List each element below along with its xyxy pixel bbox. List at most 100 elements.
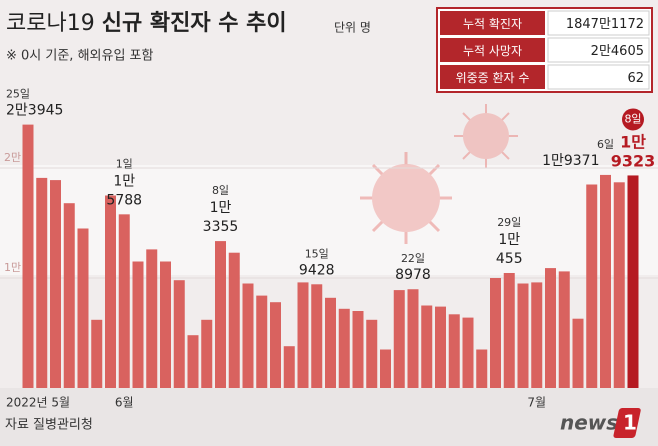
- value-label: 2만3945: [6, 103, 63, 119]
- value-label-line: 1만: [210, 200, 232, 216]
- x-tick-label: 2022년 5월: [6, 396, 70, 410]
- chart-title: 코로나19 신규 확진자 수 추이: [6, 11, 287, 36]
- stats-label-cell: [440, 65, 545, 89]
- bar: [600, 174, 611, 388]
- stats-label: 누적 사망자: [463, 44, 522, 58]
- bar: [36, 177, 48, 388]
- bar: [586, 184, 598, 388]
- value-label-line: 1만: [498, 232, 520, 248]
- bar: [380, 349, 391, 388]
- bar: [50, 180, 61, 388]
- day-label: 22일: [401, 251, 425, 265]
- value-label: 1만 3355: [203, 200, 239, 235]
- stats-value-cell: [547, 10, 650, 36]
- value-label: 1만 5788: [106, 173, 142, 208]
- bar: [311, 284, 323, 388]
- bar: [338, 308, 350, 388]
- bar: [421, 305, 433, 388]
- bar: [531, 282, 543, 388]
- bar: [352, 311, 364, 388]
- bar: [63, 203, 75, 388]
- stats-label-cell: [440, 38, 545, 62]
- day-label: 25일: [6, 87, 30, 101]
- stats-value: 2만4605: [591, 44, 644, 59]
- bar: [490, 278, 501, 388]
- bar: [435, 306, 446, 388]
- bar: [118, 214, 130, 388]
- bar: [517, 283, 529, 388]
- band: [0, 165, 658, 275]
- logo-box: [613, 408, 641, 438]
- bar: [407, 289, 419, 388]
- day-label: 29일: [497, 215, 521, 229]
- value-label-line: 3355: [203, 219, 239, 235]
- bar: [393, 290, 405, 388]
- bar: [173, 280, 185, 388]
- stats-value: 1847만1172: [566, 17, 644, 32]
- stats-value-cell: [547, 64, 650, 90]
- x-tick-label: 6월: [115, 396, 134, 410]
- title-bold: 신규 확진자 수 추이: [102, 11, 287, 36]
- unit: 단위 명: [334, 21, 371, 35]
- bar: [22, 124, 34, 388]
- bar: [476, 349, 488, 388]
- bar: [448, 314, 460, 388]
- bar: [270, 302, 281, 388]
- bar: [132, 261, 144, 388]
- bar: [242, 283, 254, 388]
- bar: [503, 272, 515, 388]
- stats-label: 누적 확진자: [463, 17, 522, 31]
- stats-label-cell: [440, 11, 545, 35]
- bar: [558, 271, 570, 388]
- day-label: 8일: [624, 111, 641, 125]
- day-badge: [622, 108, 644, 131]
- value-label: 9428: [299, 262, 335, 278]
- y-tick-label: 2만: [4, 151, 21, 164]
- value-label: 1만9371: [542, 153, 599, 169]
- value-label: 1만 9323: [611, 132, 656, 170]
- day-label: 15일: [305, 246, 329, 260]
- virus-decoration: [360, 104, 518, 244]
- bar: [627, 175, 639, 388]
- bar: [297, 282, 309, 388]
- bar: [77, 228, 89, 388]
- stats-value: 62: [627, 71, 644, 86]
- bar: [256, 295, 268, 388]
- bar: [105, 195, 116, 388]
- stats-label: 위중증 환자 수: [456, 71, 530, 85]
- value-label: 8978: [395, 267, 431, 283]
- footer-band: [0, 388, 658, 446]
- bar: [572, 318, 584, 388]
- source: 자료 질병관리청: [5, 418, 93, 433]
- bar: [91, 319, 103, 388]
- day-label: 1일: [116, 156, 133, 170]
- value-label-line: 455: [496, 251, 523, 267]
- stats-value-cell: [547, 37, 650, 63]
- x-tick-label: 7월: [527, 396, 546, 410]
- bar: [228, 252, 240, 388]
- day-label: 8일: [212, 183, 229, 197]
- bar: [462, 317, 474, 388]
- bar: [215, 241, 226, 388]
- value-label-line: 1만: [620, 132, 646, 151]
- logo-text: news: [560, 411, 618, 435]
- value-label-line: 1만: [113, 173, 135, 189]
- value-label-line: 9323: [611, 151, 656, 170]
- value-label: 1만 455: [496, 232, 523, 267]
- bar: [613, 182, 625, 388]
- day-label: 6일: [597, 137, 614, 151]
- bar: [201, 319, 213, 388]
- bar: [160, 261, 171, 388]
- title-light: 코로나19: [6, 11, 95, 36]
- note: ※ 0시 기준, 해외유입 포함: [6, 49, 154, 64]
- bar: [146, 249, 158, 388]
- bar: [283, 346, 295, 388]
- y-tick-label: 1만: [4, 261, 21, 274]
- bar: [325, 297, 336, 388]
- bar: [187, 335, 199, 388]
- logo-number: 1: [623, 411, 637, 435]
- value-label-line: 5788: [106, 192, 142, 208]
- bar: [545, 268, 556, 388]
- bar: [366, 319, 378, 388]
